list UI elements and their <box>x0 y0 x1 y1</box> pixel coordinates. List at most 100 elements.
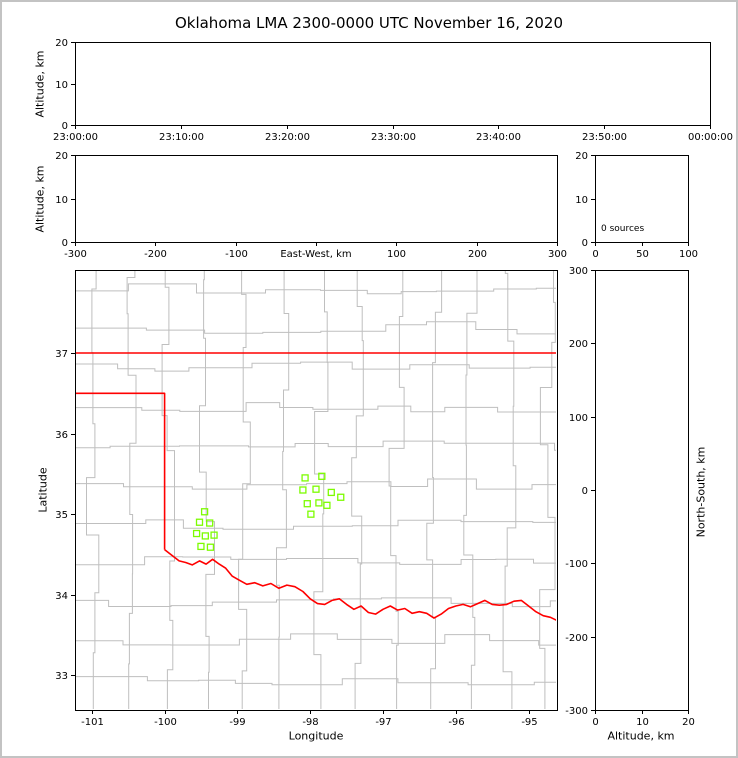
tick-label: 100 <box>387 249 406 260</box>
lma-source-marker <box>206 543 215 551</box>
lma-source-marker <box>301 474 309 482</box>
tick-label: -200 <box>565 633 588 644</box>
county-line <box>126 271 137 709</box>
tick-label: 33 <box>55 671 68 682</box>
time-panel-ticks: 23:00:00 23:10:00 23:20:00 23:30:00 23:40:00… <box>53 38 733 143</box>
county-line <box>76 556 556 566</box>
tick-label: 00:00:00 <box>688 132 733 143</box>
tick-label: -300 <box>64 249 87 260</box>
state-border-segment <box>164 548 556 621</box>
county-line <box>76 283 556 295</box>
tick-label: -99 <box>229 717 245 728</box>
tick-label: 0 <box>62 121 68 132</box>
tick-label: 0 <box>592 717 598 728</box>
lma-source-marker <box>315 499 323 507</box>
tick-label: 10 <box>55 80 68 91</box>
ew-panel-ticks: -300 -200 -100 100 200 300 East-West, km 0 10 20 <box>55 151 567 260</box>
county-line <box>539 271 556 709</box>
ns-panel-ticks: 0 10 20 300 200 100 0 -100 -200 -300 <box>565 266 695 728</box>
east-west-height-panel <box>75 155 558 243</box>
tick-label: 20 <box>55 151 68 162</box>
lma-source-marker <box>197 542 205 551</box>
county-line <box>238 271 251 709</box>
tick-label: -100 <box>154 717 177 728</box>
tick-label: 0 <box>62 238 68 249</box>
lma-source-marker <box>201 532 209 540</box>
lma-source-marker <box>206 519 214 527</box>
tick-label: 23:50:00 <box>582 132 627 143</box>
county-boundaries <box>76 271 556 709</box>
tick-label: 0 <box>582 486 588 497</box>
tick-label: 0 <box>582 238 588 249</box>
tick-label: 300 <box>569 266 588 277</box>
tick-label: -100 <box>565 559 588 570</box>
tick-label: 23:30:00 <box>371 132 416 143</box>
tick-label: -300 <box>565 706 588 717</box>
county-line <box>161 271 175 709</box>
time-height-panel <box>75 42 711 126</box>
lma-source-marker <box>303 500 311 508</box>
county-line <box>76 440 556 451</box>
north-south-height-panel <box>595 270 689 711</box>
tick-label: 23:40:00 <box>476 132 521 143</box>
county-line <box>76 361 556 372</box>
tick-label: -101 <box>81 717 104 728</box>
hist-panel-ticks: 0 50 100 0 10 20 <box>575 151 698 260</box>
lma-source-marker <box>312 485 320 493</box>
county-line <box>76 402 556 413</box>
ew-panel-ylabel: Altitude, km <box>33 165 47 233</box>
tick-label: 23:00:00 <box>53 132 98 143</box>
county-line <box>76 633 556 646</box>
county-line <box>463 271 478 709</box>
tick-label: 200 <box>569 339 588 350</box>
tick-label: -98 <box>302 717 318 728</box>
source-count-annotation: 0 sources <box>601 224 644 234</box>
county-line <box>388 271 405 709</box>
tick-label: -96 <box>448 717 464 728</box>
tick-label: -95 <box>521 717 537 728</box>
tick-label: -200 <box>144 249 167 260</box>
county-line <box>86 271 100 709</box>
lma-source-marker <box>307 510 315 518</box>
tick-label: 35 <box>55 510 68 521</box>
tick-label: 36 <box>55 430 68 441</box>
oklahoma-state-border <box>76 352 556 621</box>
tick-label: 10 <box>55 195 68 206</box>
tick-label: 20 <box>55 38 68 49</box>
lma-source-marker <box>192 529 201 538</box>
state-border-segment <box>76 392 166 550</box>
lma-source-marker <box>337 493 345 501</box>
lma-source-markers <box>192 472 345 551</box>
map-panel-ylabel: Latitude <box>36 467 50 513</box>
tick-label: 34 <box>55 591 68 602</box>
tick-label: 20 <box>575 151 588 162</box>
tick-label: 0 <box>592 249 598 260</box>
ew-panel-xlabel: East-West, km <box>280 249 351 260</box>
map-panel-xlabel: Longitude <box>288 729 344 743</box>
lma-source-marker <box>327 488 335 497</box>
tick-label: -100 <box>225 249 248 260</box>
county-line <box>76 676 556 686</box>
lma-source-marker <box>195 518 204 526</box>
figure-title: Oklahoma LMA 2300-0000 UTC November 16, … <box>174 14 564 32</box>
lma-source-marker <box>200 508 209 516</box>
tick-label: 10 <box>636 717 649 728</box>
map-background <box>75 270 557 710</box>
county-line <box>426 271 443 709</box>
county-line <box>76 519 556 530</box>
tick-label: -97 <box>375 717 391 728</box>
county-line <box>276 271 290 709</box>
tick-label: 200 <box>468 249 487 260</box>
ns-panel-ylabel: North-South, km <box>694 446 708 538</box>
county-line <box>199 271 215 709</box>
tick-label: 300 <box>548 249 567 260</box>
tick-label: 23:10:00 <box>159 132 204 143</box>
tick-label: 100 <box>679 249 698 260</box>
plan-view-map-panel <box>75 270 558 711</box>
tick-label: 50 <box>636 249 649 260</box>
county-line <box>76 478 556 490</box>
altitude-histogram-panel <box>595 155 689 243</box>
